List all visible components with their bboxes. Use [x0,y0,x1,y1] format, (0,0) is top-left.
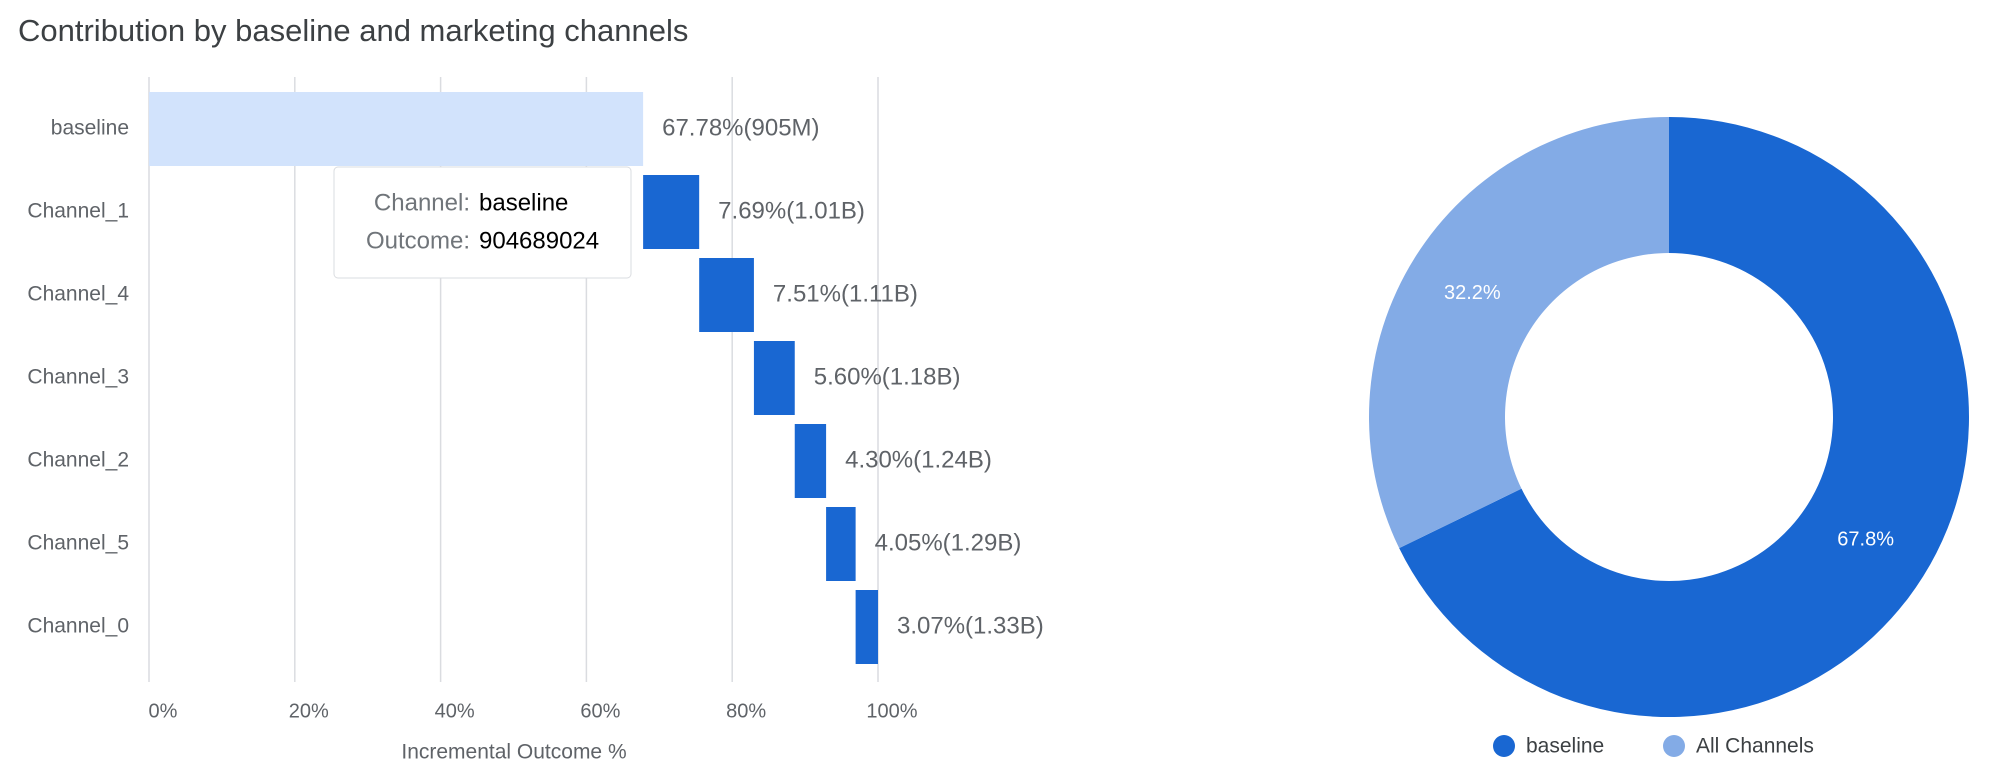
legend-marker [1493,735,1515,757]
value-label: 3.07%(1.33B) [897,612,1044,639]
bar [794,424,827,498]
y-tick-label: Channel_4 [27,283,129,306]
x-tick-label: 20% [289,700,329,722]
x-tick-label: 60% [580,700,620,722]
x-axis-label: Incremental Outcome % [401,741,626,764]
legend-marker [1663,735,1685,757]
bar [643,175,700,249]
value-label: 67.78%(905M) [662,114,819,141]
value-label: 4.30%(1.24B) [845,446,992,473]
bar [149,92,644,166]
donut-chart: 67.8% 32.2% baseline All Channels [1369,117,1970,758]
x-tick-label: 100% [866,700,917,722]
slice-label: 32.2% [1444,282,1501,304]
bar [753,341,795,415]
y-tick-label: Channel_2 [27,449,129,472]
waterfall-chart: 0% 20% 40% 60% 80% 100% Incremental Outcome % b… [27,77,1044,764]
tooltip: Channel: baseline Outcome: 904689024 [333,166,632,279]
y-tick-label: Channel_1 [27,200,129,223]
y-tick-label: Channel_5 [27,532,129,555]
legend-label: baseline [1526,735,1604,758]
x-tick-label: 40% [435,700,475,722]
value-label: 5.60%(1.18B) [814,363,961,390]
slice-label: 67.8% [1837,528,1894,550]
bar [855,590,878,664]
y-tick-label: Channel_0 [27,615,129,638]
y-tick-label: Channel_3 [27,366,129,389]
tooltip-value: baseline [479,189,568,216]
donut-slice [1369,117,1669,549]
y-tick-label: baseline [51,117,129,140]
tooltip-label: Channel: [374,189,470,216]
chart-title: Contribution by baseline and marketing c… [18,13,688,48]
x-tick-label: 80% [726,700,766,722]
bar [826,507,856,581]
legend-label: All Channels [1696,735,1814,758]
tooltip-label: Outcome: [366,227,470,254]
value-label: 7.51%(1.11B) [773,280,918,307]
value-label: 7.69%(1.01B) [718,197,865,224]
bar [699,258,754,332]
x-tick-label: 0% [149,700,178,722]
value-label: 4.05%(1.29B) [875,529,1022,556]
tooltip-box [333,166,632,279]
donut-slice [1399,117,1970,718]
tooltip-value: 904689024 [479,227,599,254]
